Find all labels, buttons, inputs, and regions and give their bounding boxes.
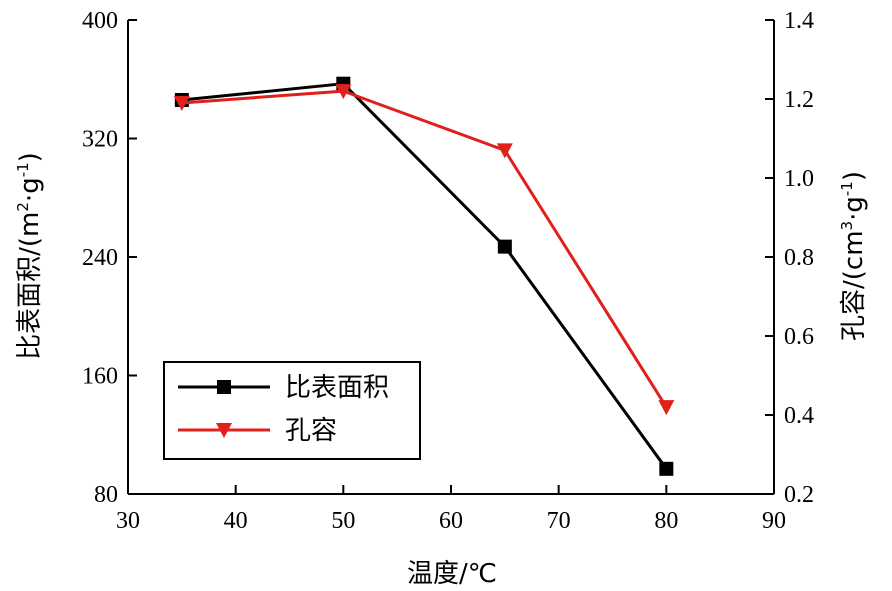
- y-right-tick-label: 1.2: [784, 87, 814, 113]
- y-right-tick-label: 0.8: [784, 245, 814, 271]
- x-tick-label: 70: [547, 508, 571, 534]
- legend-marker-pore-volume: [216, 423, 232, 438]
- y-left-tick-label: 80: [94, 482, 118, 508]
- y-right-title-suffix: ): [839, 171, 869, 181]
- y-right-tick-label: 1.4: [784, 8, 814, 34]
- y-right-tick-label: 1.0: [784, 166, 814, 192]
- legend-marker-surface-area: [217, 380, 231, 394]
- legend-label-surface-area: 比表面积: [285, 373, 389, 403]
- y-right-title-sup2: -1: [838, 181, 856, 196]
- legend: 比表面积 孔容: [163, 361, 421, 460]
- point-marker-triangle: [173, 95, 190, 111]
- y-left-tick-label: 240: [82, 245, 118, 271]
- point-marker-triangle: [658, 400, 675, 416]
- x-tick-label: 60: [439, 508, 463, 534]
- y-right-tick-label: 0.4: [784, 403, 814, 429]
- point-marker-square: [497, 239, 512, 254]
- y-left-tick-label: 400: [82, 8, 118, 34]
- point-marker-triangle: [496, 143, 513, 159]
- x-tick-label: 80: [654, 508, 678, 534]
- y-right-title-prefix: 孔容/(cm: [839, 230, 869, 341]
- x-tick-label: 30: [116, 508, 140, 534]
- y-left-title-suffix: ): [15, 152, 45, 162]
- series-line-0: [181, 82, 668, 470]
- y-right-tick-label: 0.2: [784, 482, 814, 508]
- y-axis-left-title: 比表面积/(m2·g-1): [14, 152, 45, 360]
- legend-label-pore-volume: 孔容: [285, 416, 337, 446]
- y-left-tick-label: 160: [82, 364, 118, 390]
- x-tick-label: 50: [331, 508, 355, 534]
- series-layer: [173, 76, 675, 476]
- point-marker-square: [659, 461, 674, 476]
- y-right-title-sup1: 3: [838, 221, 856, 231]
- ticks: 30 40 50 60 70 80 90 80 160 240 320 400 0.2 0.4 0.6 0.8…: [82, 8, 814, 534]
- legend-box: [163, 361, 421, 460]
- y-axis-right-title: 孔容/(cm3·g-1): [838, 171, 869, 341]
- y-left-title-sup2: -1: [14, 162, 32, 177]
- y-right-tick-label: 0.6: [784, 324, 814, 350]
- y-left-title-sup1: 2: [14, 202, 32, 212]
- y-left-title-prefix: 比表面积/(m: [15, 212, 45, 360]
- y-left-tick-label: 320: [82, 127, 118, 153]
- y-left-title-mid: ·g: [15, 177, 45, 202]
- y-right-title-mid: ·g: [839, 196, 869, 221]
- x-tick-label: 90: [762, 508, 786, 534]
- point-marker-triangle: [335, 84, 352, 100]
- x-tick-label: 40: [224, 508, 248, 534]
- x-axis-title: 温度/℃: [407, 559, 497, 589]
- series-line-1: [181, 89, 668, 408]
